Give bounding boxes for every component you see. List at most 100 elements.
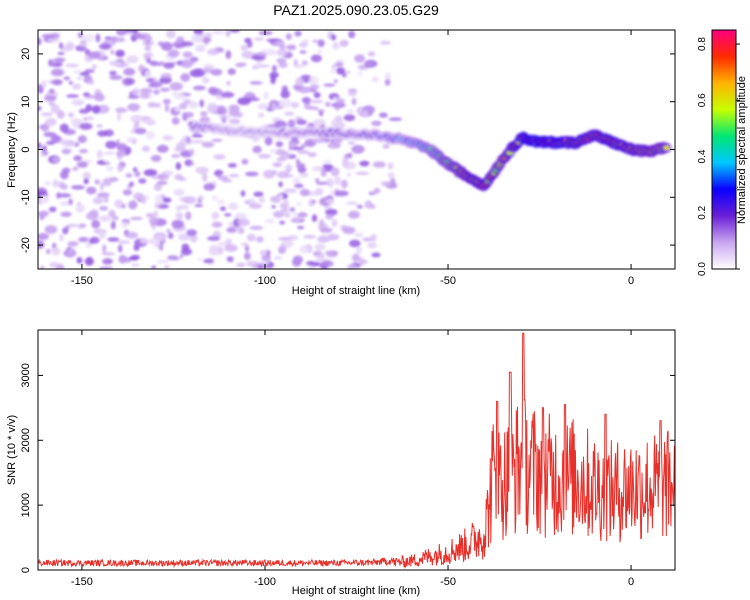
heatmap-noise-cell [38,233,49,240]
heatmap-noise-cell [212,30,225,35]
snr-ticks: -150 -100 -50 0 0 1000 2000 3000 [20,330,675,588]
heatmap-x-tick-label: -100 [254,275,276,287]
heatmap-noise-cell [130,114,144,123]
heatmap-noise-cell [217,246,224,255]
heatmap-noise-cell [167,255,178,261]
heatmap-noise-cell [156,180,168,185]
heatmap-noise-cell [161,174,170,180]
heatmap-noise-cell [139,92,150,99]
heatmap-noise-cell [188,148,195,156]
heatmap-noise-cell [150,81,163,88]
heatmap-noise-cell [156,259,170,264]
heatmap-noise-cell [292,212,298,217]
heatmap-noise-cell [104,36,113,40]
heatmap-noise-cell [89,236,100,244]
heatmap-noise-cell [270,148,278,154]
heatmap-noise-cell [245,171,259,177]
heatmap-noise-cell [38,105,42,111]
heatmap-noise-cell [311,200,317,204]
heatmap-noise-cell [264,136,273,146]
heatmap-noise-cell [308,75,319,85]
heatmap-noise-cell [271,103,277,111]
heatmap-noise-cell [362,237,373,242]
heatmap-noise-cell [279,99,293,108]
heatmap-y-label: Frequency (Hz) [6,112,18,188]
heatmap-noise-cell [67,112,75,118]
heatmap-noise-cell [213,170,222,177]
heatmap-noise-cell [109,75,123,80]
heatmap-noise-cell [194,203,204,208]
heatmap-noise-cell [257,103,270,110]
heatmap-noise-cell [369,204,376,209]
heatmap-noise-cell [63,76,71,81]
heatmap-noise-cell [387,162,394,170]
heatmap-noise-cell [61,167,71,174]
heatmap-noise-cell [270,75,276,85]
heatmap-noise-cell [58,42,64,49]
heatmap-noise-cell [109,60,122,67]
heatmap-noise-cell [217,241,232,246]
heatmap-noise-cell [49,33,60,39]
heatmap-noise-cell [176,142,186,150]
heatmap-noise-cell [342,157,349,167]
heatmap-noise-cell [48,59,53,67]
heatmap-noise-cell [181,243,190,251]
heatmap-noise-cell [293,59,298,67]
heatmap-noise-cell [275,141,284,148]
heatmap-noise-cell [144,45,152,52]
heatmap-noise-cell [297,86,312,94]
heatmap-noise-cell [303,234,316,239]
heatmap-noise-cell [99,206,108,211]
heatmap-noise-cell [281,85,288,93]
heatmap-noise-cell [319,111,324,117]
heatmap-noise-cell [109,70,117,76]
heatmap-noise-cell [57,193,72,198]
heatmap-noise-cell [314,258,328,262]
heatmap-noise-cell [308,266,315,269]
heatmap-noise-cell [329,145,335,150]
heatmap-noise-cell [107,237,120,242]
heatmap-noise-cell [324,101,332,108]
heatmap-noise-cell [202,67,214,74]
heatmap-noise-cell [193,30,204,36]
heatmap-noise-cell [313,92,321,99]
heatmap-noise-cell [240,190,246,197]
heatmap-noise-cell [191,34,205,43]
heatmap-noise-cell [79,71,90,76]
heatmap-noise-cell [96,124,103,128]
heatmap-noise-cell [311,214,318,223]
heatmap-noise-cell [334,62,344,67]
heatmap-noise-cell [76,257,83,264]
heatmap-noise-cell [301,60,308,66]
heatmap-noise-cell [225,50,232,60]
heatmap-noise-cell [67,142,77,147]
heatmap-noise-cell [278,61,288,68]
colorbar-label: Normalized spectral amplitude [736,76,748,224]
heatmap-noise-cell [152,176,158,180]
heatmap-noise-cell [186,136,191,143]
heatmap-noise-cell [78,236,89,243]
heatmap-noise-cell [280,150,290,160]
heatmap-noise-cell [200,111,208,117]
heatmap-noise-cell [162,197,172,203]
heatmap-noise-cell [355,171,370,175]
heatmap-noise-cell [244,200,250,205]
heatmap-noise-cell [167,232,174,239]
heatmap-noise-cell [150,154,162,162]
heatmap-noise-cell [85,106,93,112]
heatmap-noise-cell [351,253,360,262]
snr-y-tick-label: 0 [20,567,32,573]
heatmap-noise-cell [192,85,206,91]
heatmap-noise-cell [278,237,291,241]
heatmap-noise-cell [243,252,251,260]
heatmap-noise-cell [115,107,128,113]
heatmap-noise-cell [61,148,72,155]
heatmap-noise-cell [82,34,95,42]
heatmap-noise-cell [249,81,263,85]
heatmap-noise-cell [134,127,147,135]
heatmap-noise-cell [336,98,345,105]
heatmap-noise-cell [39,195,49,204]
heatmap-noise-cell [281,207,288,213]
heatmap-noise-cell [145,213,155,218]
